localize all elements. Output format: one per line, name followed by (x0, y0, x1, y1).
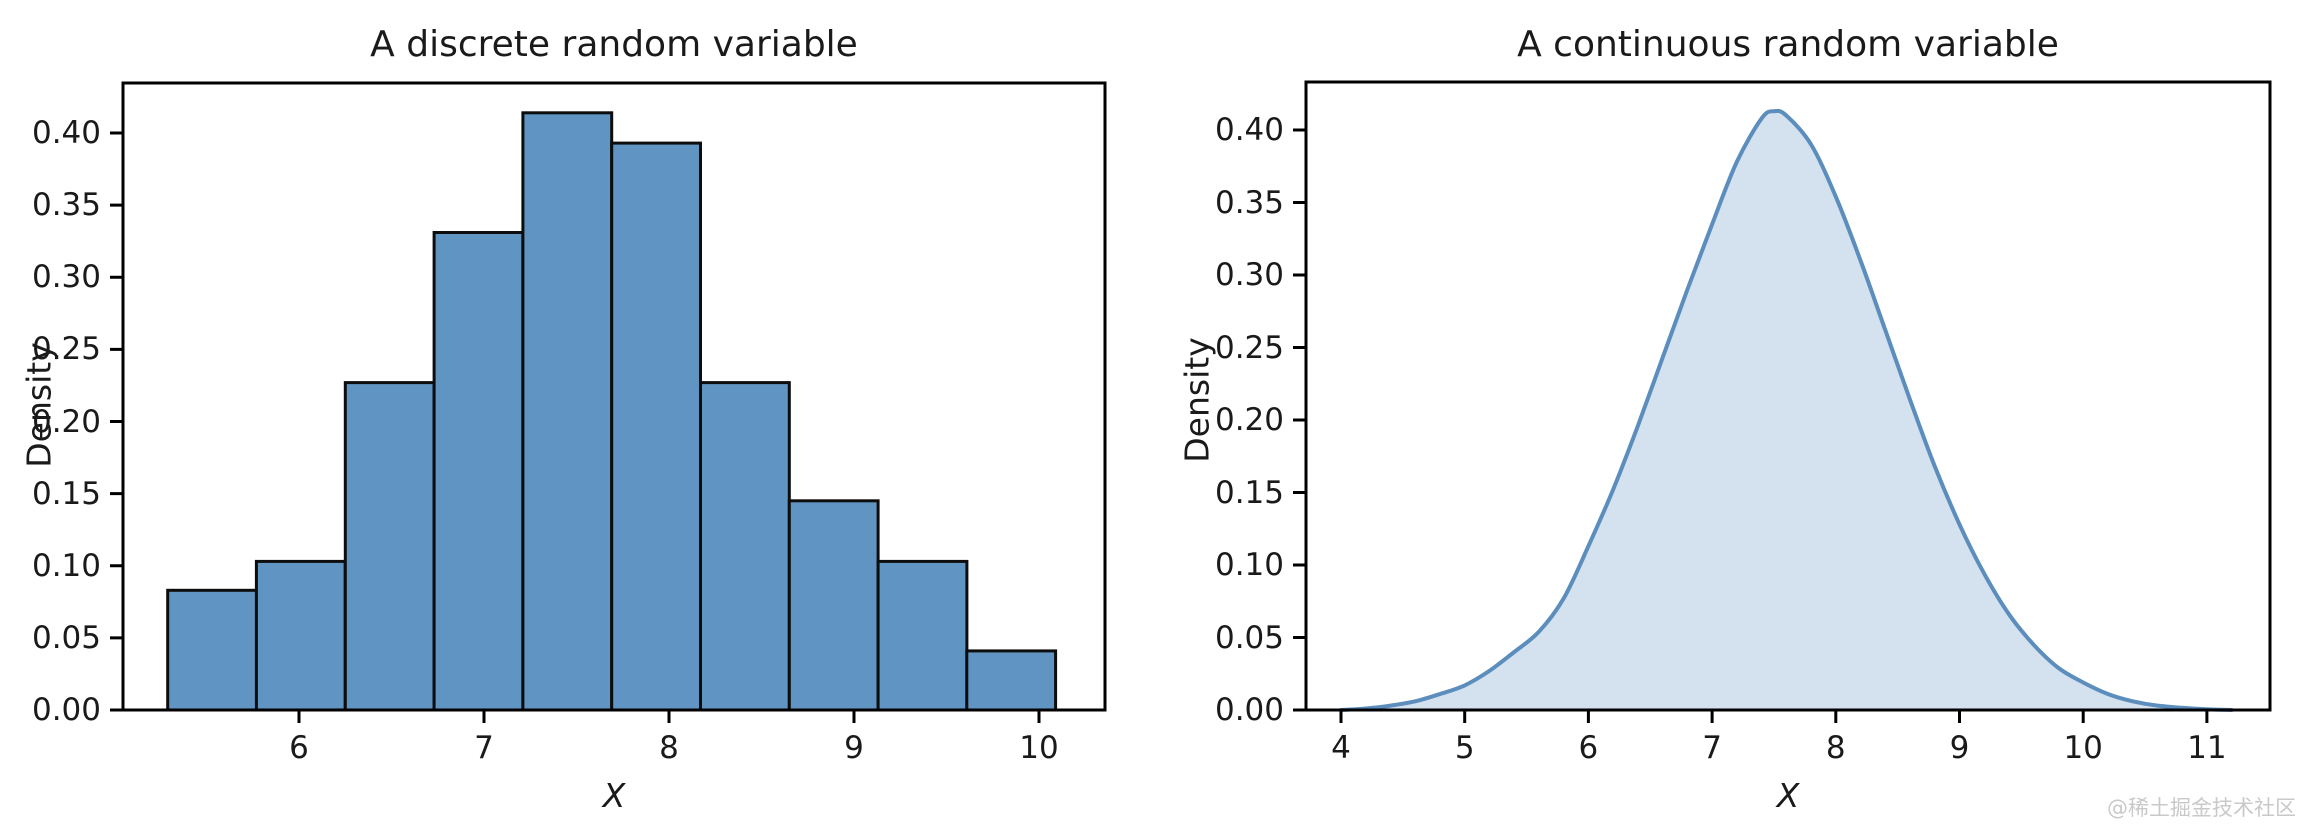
x-tick-label: 4 (1331, 730, 1351, 766)
y-tick-label: 0.25 (31, 331, 101, 368)
histogram-bar (699, 381, 791, 712)
y-tick-label: 0.10 (31, 547, 101, 584)
histogram-bars (166, 111, 1058, 712)
y-tick-label: 0.25 (1214, 329, 1284, 366)
y-tick-label: 0.40 (1214, 112, 1284, 148)
y-tick-label: 0.35 (31, 187, 101, 224)
y-tick-label: 0.00 (31, 692, 101, 728)
kde-curve (1339, 108, 2234, 712)
y-tick-label: 0.00 (1214, 692, 1284, 728)
y-tick-label: 0.15 (31, 475, 101, 512)
x-tick-label: 9 (1949, 730, 1970, 766)
histogram-bar (521, 111, 614, 712)
left-x-axis-label: X (602, 776, 626, 815)
histogram-bar (610, 141, 703, 712)
left-chart-title: A discrete random variable (370, 24, 858, 65)
x-tick-label: 6 (1578, 730, 1599, 766)
histogram-bar (787, 499, 880, 712)
y-tick-label: 0.05 (31, 619, 101, 656)
kde-chart-group (1293, 80, 2272, 723)
histogram-bar (254, 559, 347, 712)
y-tick-label: 0.20 (1214, 402, 1284, 438)
x-tick-label: 8 (1825, 730, 1846, 766)
histogram-chart-group (110, 81, 1107, 723)
x-tick-label: 6 (289, 730, 309, 766)
y-tick-label: 0.10 (1214, 547, 1284, 583)
histogram-bar (876, 559, 969, 712)
y-tick-label: 0.40 (31, 115, 101, 151)
y-tick-label: 0.20 (31, 403, 101, 440)
histogram-bar (166, 588, 258, 712)
x-tick-label: 7 (474, 730, 494, 766)
kde-area (1341, 110, 2232, 711)
y-tick-label: 0.30 (1214, 257, 1284, 293)
x-tick-label: 10 (1019, 730, 1059, 766)
axes-frame (121, 81, 1107, 712)
x-tick-label: 8 (659, 730, 679, 766)
y-tick-label: 0.05 (1214, 619, 1284, 656)
histogram-bar (432, 231, 525, 712)
x-tick-label: 5 (1454, 730, 1475, 766)
right-x-axis-label: X (1776, 776, 1800, 815)
y-tick-label: 0.35 (1214, 184, 1284, 221)
x-tick-label: 10 (2063, 730, 2103, 766)
right-chart-title: A continuous random variable (1517, 24, 2059, 65)
histogram-bar (343, 381, 436, 712)
watermark: @稀土掘金技术社区 (2107, 796, 2296, 820)
histogram-bar (965, 649, 1058, 712)
y-tick-label: 0.30 (31, 259, 101, 296)
x-tick-label: 7 (1702, 730, 1722, 766)
axes-frame (1304, 80, 2272, 712)
x-tick-label: 11 (2187, 730, 2227, 766)
y-tick-label: 0.15 (1214, 474, 1284, 511)
x-tick-label: 9 (844, 730, 864, 766)
